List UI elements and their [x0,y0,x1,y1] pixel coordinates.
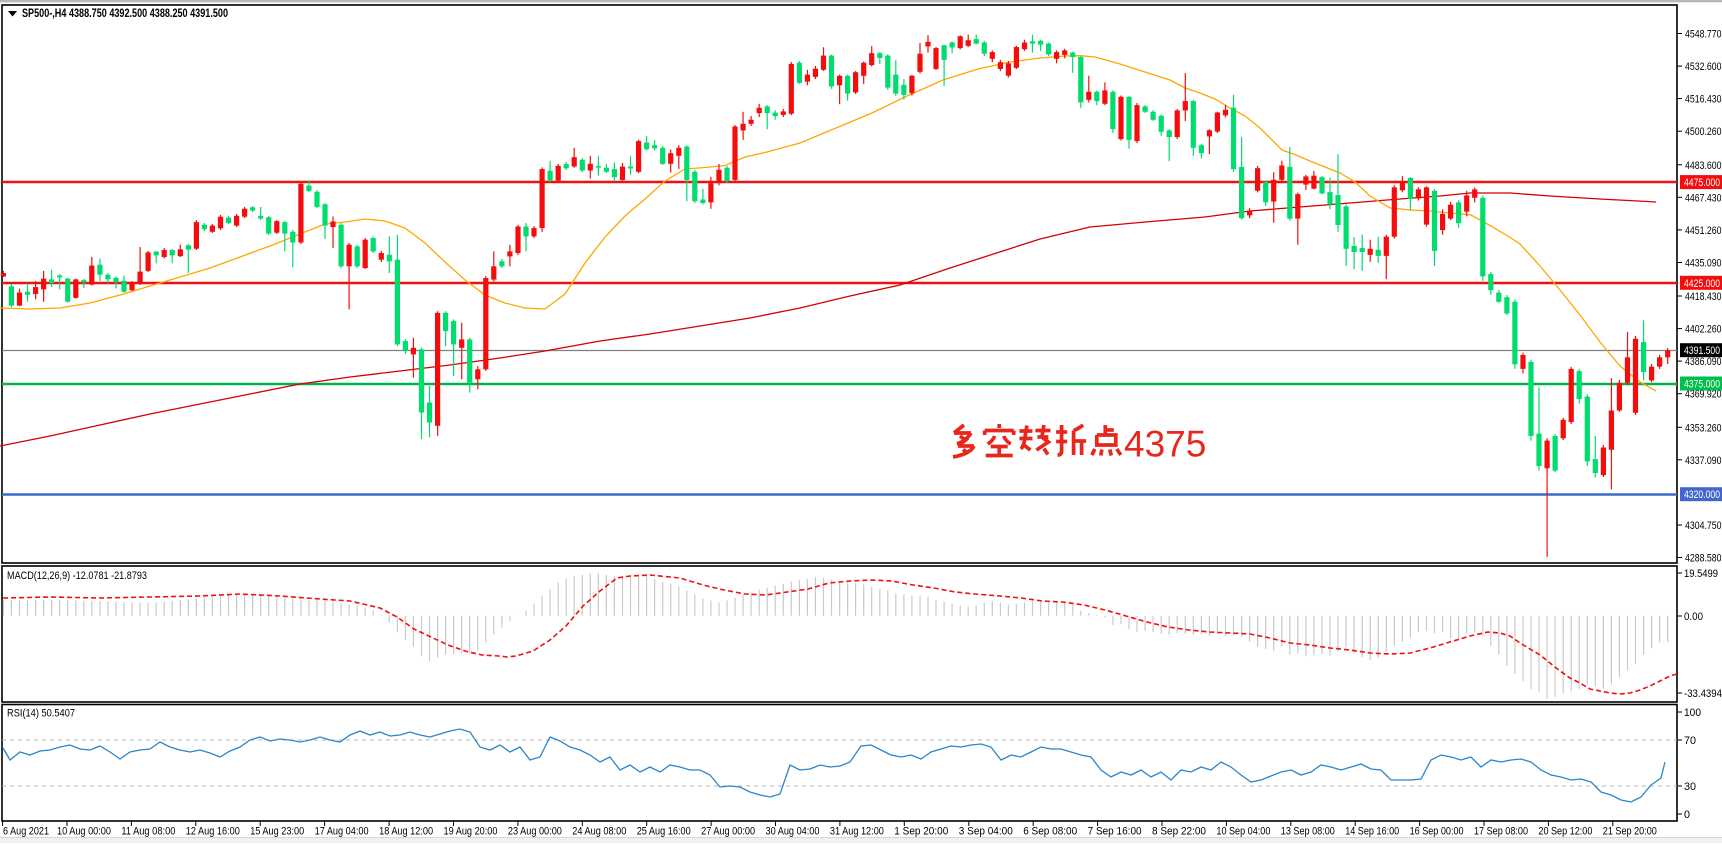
svg-text:1 Sep 20:00: 1 Sep 20:00 [894,826,948,838]
svg-text:17 Sep 08:00: 17 Sep 08:00 [1474,826,1528,838]
svg-text:30: 30 [1684,781,1696,793]
svg-text:19 Aug 20:00: 19 Aug 20:00 [444,826,498,838]
svg-text:4375: 4375 [1124,424,1206,465]
svg-text:4483.600: 4483.600 [1685,160,1722,172]
svg-text:31 Aug 12:00: 31 Aug 12:00 [830,826,884,838]
svg-text:4304.750: 4304.750 [1685,520,1722,532]
svg-text:11 Aug 08:00: 11 Aug 08:00 [121,826,175,838]
svg-text:70: 70 [1684,735,1696,747]
svg-text:4369.920: 4369.920 [1685,389,1722,401]
svg-text:4418.430: 4418.430 [1685,291,1722,303]
svg-text:18 Aug 12:00: 18 Aug 12:00 [379,826,433,838]
svg-text:4435.090: 4435.090 [1685,258,1722,270]
svg-text:14 Sep 16:00: 14 Sep 16:00 [1345,826,1399,838]
svg-text:4402.260: 4402.260 [1685,324,1722,336]
svg-text:12 Aug 16:00: 12 Aug 16:00 [186,826,240,838]
svg-text:3 Sep 04:00: 3 Sep 04:00 [959,826,1013,838]
svg-text:13 Sep 08:00: 13 Sep 08:00 [1281,826,1335,838]
svg-text:4375.000: 4375.000 [1684,379,1720,391]
svg-text:7 Sep 16:00: 7 Sep 16:00 [1088,826,1142,838]
svg-text:RSI(14) 50.5407: RSI(14) 50.5407 [7,708,75,720]
svg-text:4320.000: 4320.000 [1684,489,1720,501]
svg-text:4516.430: 4516.430 [1685,94,1722,106]
svg-text:4288.580: 4288.580 [1685,553,1722,565]
svg-text:8 Sep 22:00: 8 Sep 22:00 [1152,826,1206,838]
svg-text:SP500-,H4 4388.750 4392.500 4: SP500-,H4 4388.750 4392.500 4388.250 439… [22,8,228,20]
svg-text:4467.430: 4467.430 [1685,192,1722,204]
svg-text:25 Aug 16:00: 25 Aug 16:00 [637,826,691,838]
svg-text:4548.770: 4548.770 [1685,29,1722,41]
svg-text:10 Aug 00:00: 10 Aug 00:00 [57,826,111,838]
svg-text:4391.500: 4391.500 [1684,345,1720,357]
svg-text:4451.260: 4451.260 [1685,225,1722,237]
svg-text:-33.4394: -33.4394 [1684,688,1722,700]
svg-text:24 Aug 08:00: 24 Aug 08:00 [572,826,626,838]
svg-text:4532.600: 4532.600 [1685,61,1722,73]
svg-text:17 Aug 04:00: 17 Aug 04:00 [315,826,369,838]
svg-text:16 Sep 00:00: 16 Sep 00:00 [1410,826,1464,838]
svg-text:6 Sep 08:00: 6 Sep 08:00 [1023,826,1077,838]
svg-text:4353.260: 4353.260 [1685,422,1722,434]
svg-text:23 Aug 00:00: 23 Aug 00:00 [508,826,562,838]
svg-text:15 Aug 23:00: 15 Aug 23:00 [250,826,304,838]
svg-text:100: 100 [1684,707,1701,719]
svg-text:4475.000: 4475.000 [1684,177,1720,189]
svg-text:4337.090: 4337.090 [1685,455,1722,467]
svg-text:4425.000: 4425.000 [1684,278,1720,290]
svg-text:27 Aug 00:00: 27 Aug 00:00 [701,826,755,838]
svg-text:0: 0 [1684,809,1690,821]
svg-text:20 Sep 12:00: 20 Sep 12:00 [1538,826,1592,838]
svg-text:19.5499: 19.5499 [1684,568,1718,580]
svg-text:6 Aug 2021: 6 Aug 2021 [3,826,49,838]
svg-text:MACD(12,26,9) -12.0781 -21.879: MACD(12,26,9) -12.0781 -21.8793 [7,570,147,582]
svg-text:21 Sep 20:00: 21 Sep 20:00 [1603,826,1657,838]
svg-text:10 Sep 04:00: 10 Sep 04:00 [1216,826,1270,838]
svg-text:4386.090: 4386.090 [1685,356,1722,368]
svg-text:0.00: 0.00 [1684,611,1703,623]
svg-text:30 Aug 04:00: 30 Aug 04:00 [766,826,820,838]
svg-text:4500.260: 4500.260 [1685,126,1722,138]
